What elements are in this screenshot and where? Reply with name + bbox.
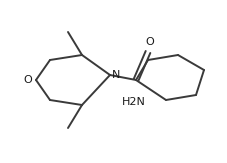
Text: O: O	[146, 37, 154, 47]
Text: N: N	[112, 70, 120, 80]
Text: O: O	[24, 75, 32, 85]
Text: H2N: H2N	[122, 97, 146, 107]
